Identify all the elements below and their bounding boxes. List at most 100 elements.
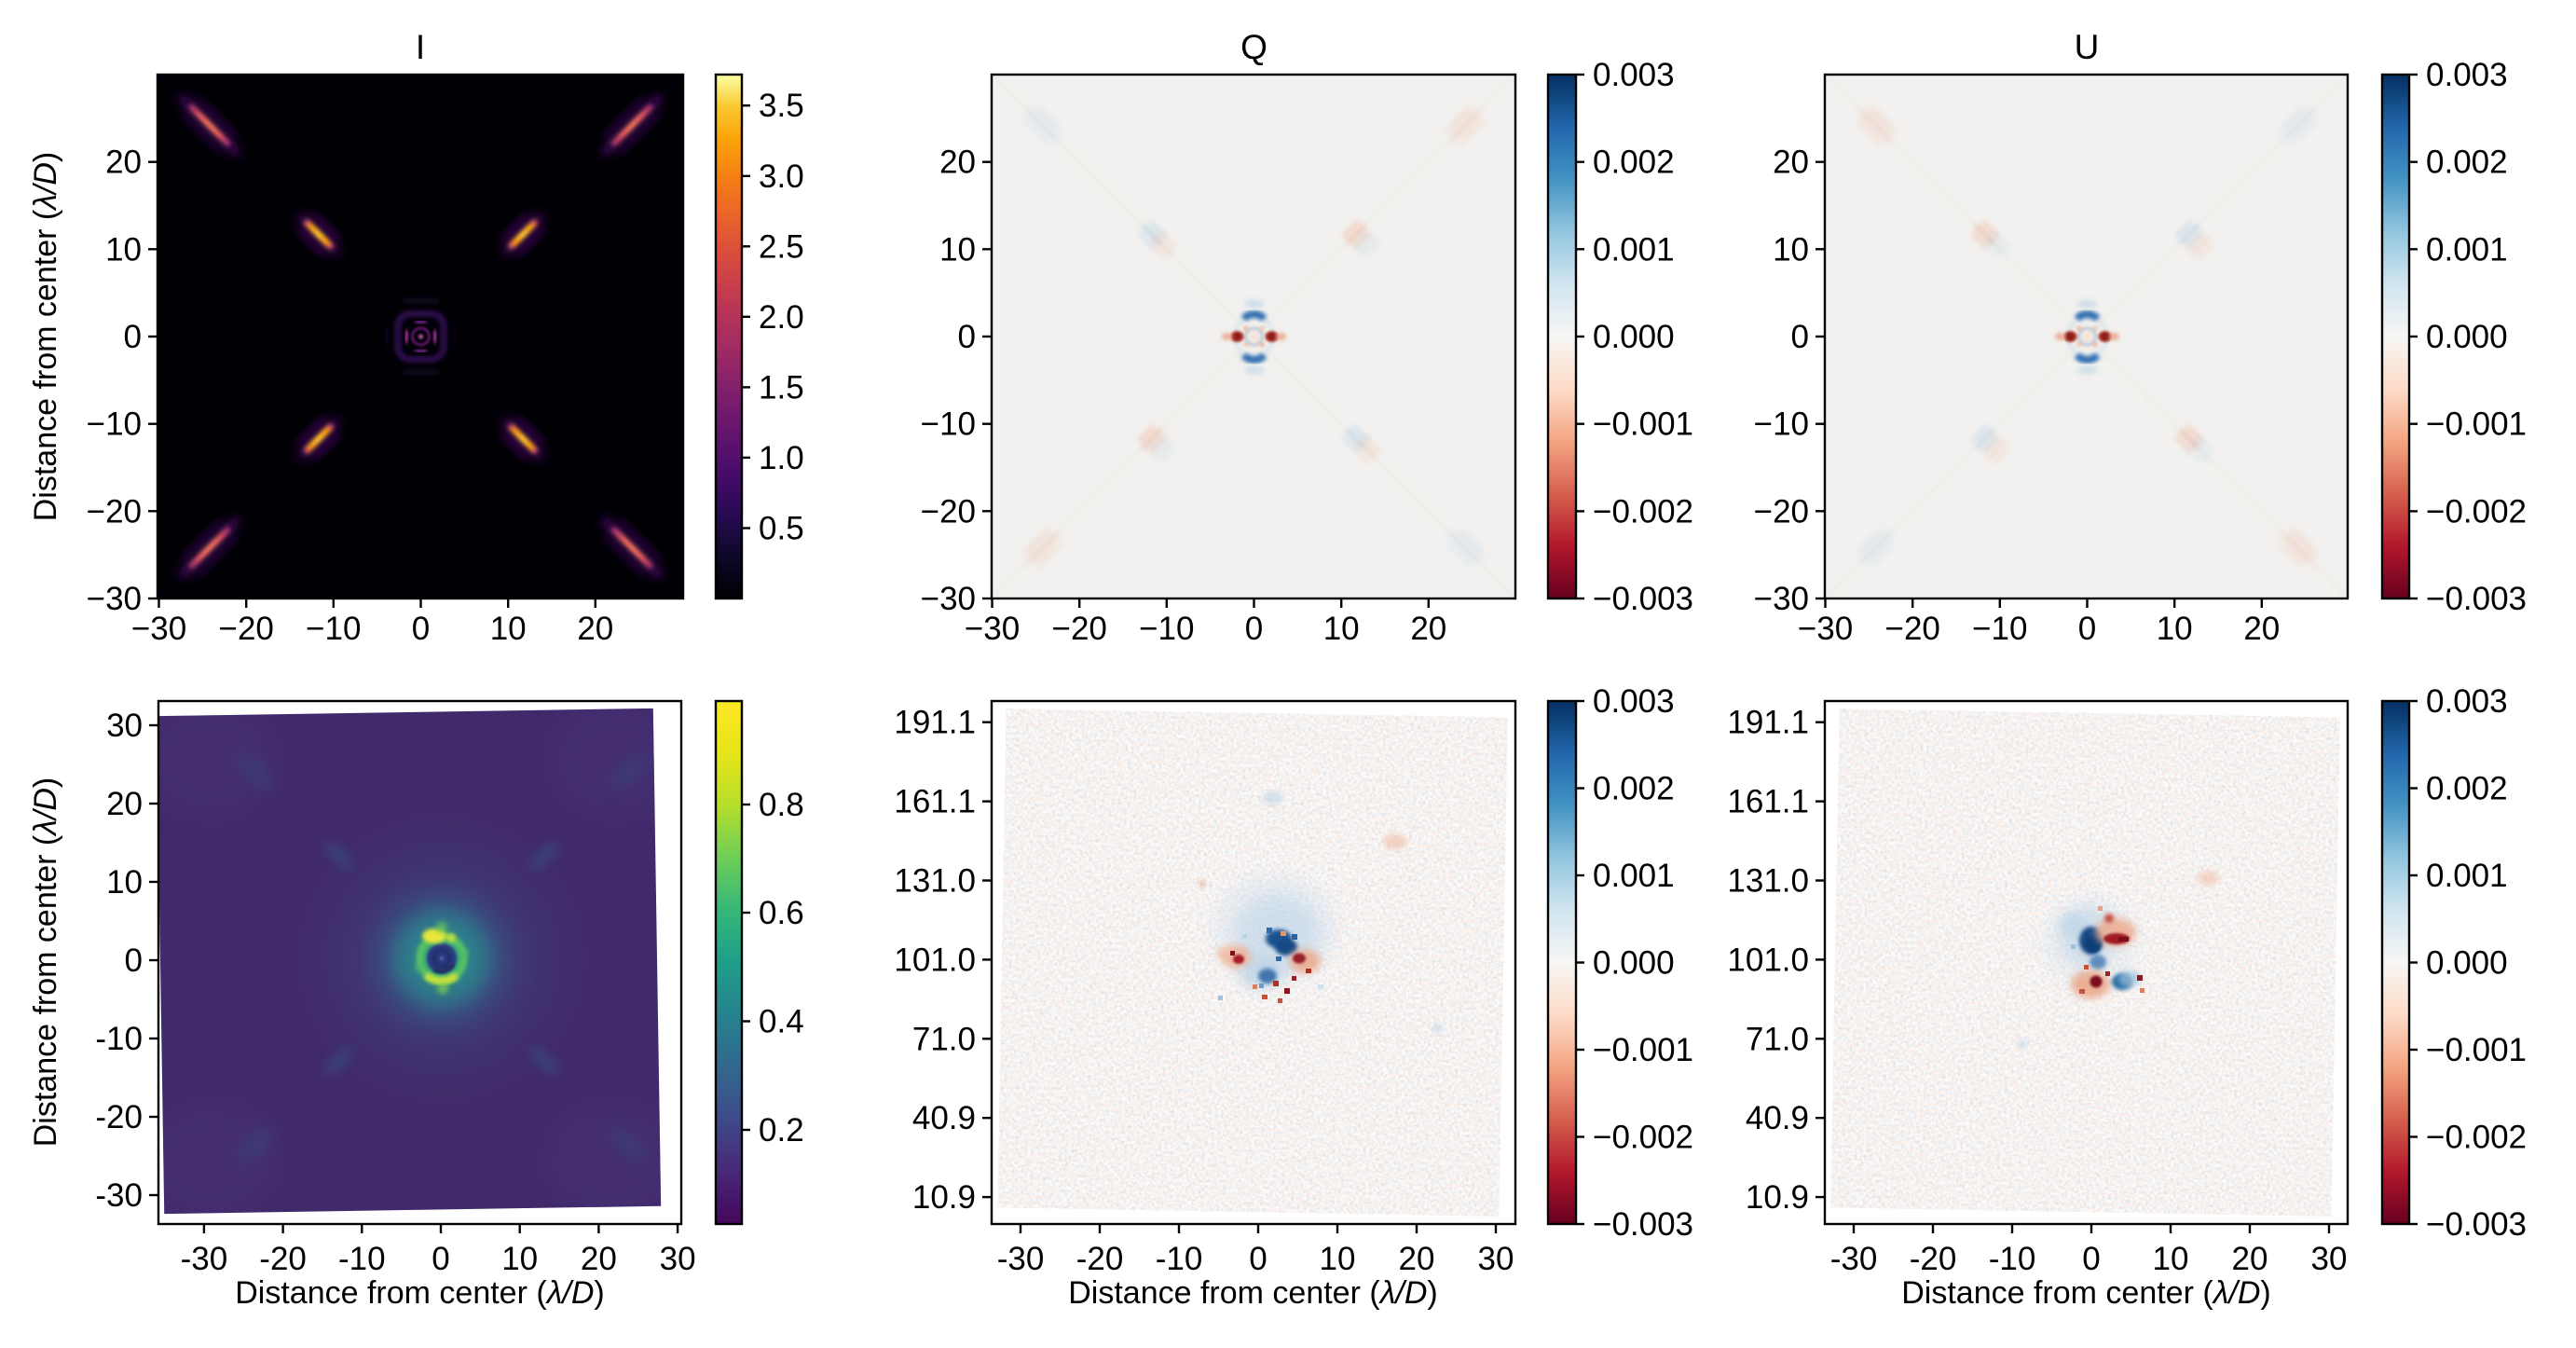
- svg-text:0.003: 0.003: [2426, 683, 2508, 720]
- svg-text:-20: -20: [259, 1241, 307, 1277]
- svg-text:Distance from center (λ/D): Distance from center (λ/D): [28, 152, 63, 522]
- svg-text:U: U: [2075, 28, 2100, 66]
- svg-text:20: 20: [1399, 1241, 1435, 1277]
- svg-text:2.5: 2.5: [759, 228, 804, 265]
- svg-text:40.9: 40.9: [912, 1100, 976, 1136]
- svg-text:101.0: 101.0: [1727, 942, 1809, 978]
- svg-text:−0.003: −0.003: [2426, 1206, 2527, 1243]
- svg-text:Distance from center (λ/D): Distance from center (λ/D): [235, 1275, 605, 1311]
- svg-text:−30: −30: [965, 611, 1020, 647]
- svg-text:-20: -20: [95, 1099, 143, 1135]
- svg-text:0.001: 0.001: [2426, 858, 2508, 894]
- svg-text:131.0: 131.0: [1727, 863, 1809, 900]
- svg-text:191.1: 191.1: [1727, 705, 1809, 741]
- svg-text:0.000: 0.000: [2426, 945, 2508, 982]
- svg-text:101.0: 101.0: [894, 942, 976, 978]
- svg-text:−10: −10: [1754, 406, 1809, 443]
- svg-text:0.2: 0.2: [759, 1112, 804, 1149]
- svg-text:-10: -10: [95, 1021, 143, 1057]
- svg-text:30: 30: [106, 708, 143, 744]
- svg-text:Q: Q: [1240, 28, 1267, 66]
- svg-text:−10: −10: [921, 406, 976, 443]
- svg-text:20: 20: [581, 1241, 617, 1277]
- svg-text:−0.001: −0.001: [2426, 1032, 2527, 1068]
- svg-text:0: 0: [2078, 611, 2096, 647]
- svg-text:20: 20: [577, 611, 613, 647]
- svg-text:0.5: 0.5: [759, 511, 804, 547]
- svg-text:-20: -20: [1076, 1241, 1124, 1277]
- svg-text:30: 30: [2311, 1241, 2348, 1277]
- svg-text:1.0: 1.0: [759, 440, 804, 476]
- svg-text:10.9: 10.9: [912, 1179, 976, 1216]
- svg-text:10: 10: [490, 611, 527, 647]
- svg-text:161.1: 161.1: [1727, 784, 1809, 820]
- svg-text:20: 20: [1410, 611, 1446, 647]
- svg-text:0: 0: [1791, 319, 1809, 355]
- svg-text:I: I: [416, 28, 425, 66]
- svg-text:−20: −20: [1885, 611, 1940, 647]
- svg-text:−30: −30: [131, 611, 186, 647]
- svg-text:−0.003: −0.003: [1593, 581, 1693, 617]
- svg-text:-30: -30: [95, 1177, 143, 1214]
- svg-text:20: 20: [105, 144, 142, 181]
- svg-text:0.003: 0.003: [1593, 683, 1675, 720]
- svg-text:0.003: 0.003: [2426, 57, 2508, 93]
- svg-text:−10: −10: [87, 406, 142, 443]
- svg-text:10.9: 10.9: [1746, 1179, 1809, 1216]
- svg-text:20: 20: [2232, 1241, 2268, 1277]
- svg-text:0.4: 0.4: [759, 1004, 804, 1040]
- svg-text:2.0: 2.0: [759, 299, 804, 336]
- svg-text:-30: -30: [181, 1241, 228, 1277]
- svg-text:40.9: 40.9: [1746, 1100, 1809, 1136]
- svg-text:20: 20: [2243, 611, 2280, 647]
- svg-text:0: 0: [412, 611, 430, 647]
- svg-text:10: 10: [501, 1241, 538, 1277]
- svg-text:−20: −20: [1052, 611, 1107, 647]
- svg-text:−20: −20: [87, 493, 142, 530]
- svg-text:-30: -30: [1830, 1241, 1878, 1277]
- svg-text:10: 10: [1323, 611, 1360, 647]
- svg-text:20: 20: [939, 144, 976, 181]
- svg-text:71.0: 71.0: [912, 1021, 976, 1057]
- svg-text:Distance from center (λ/D): Distance from center (λ/D): [1901, 1275, 2271, 1311]
- svg-text:-10: -10: [1156, 1241, 1203, 1277]
- svg-text:-30: -30: [997, 1241, 1045, 1277]
- svg-text:−0.001: −0.001: [1593, 1032, 1693, 1068]
- svg-text:30: 30: [1478, 1241, 1514, 1277]
- svg-text:0.002: 0.002: [2426, 771, 2508, 807]
- svg-text:0.6: 0.6: [759, 895, 804, 931]
- svg-text:71.0: 71.0: [1746, 1021, 1809, 1057]
- svg-text:0: 0: [2082, 1241, 2100, 1277]
- svg-text:131.0: 131.0: [894, 863, 976, 900]
- svg-text:0: 0: [125, 942, 143, 979]
- svg-text:−30: −30: [1754, 581, 1809, 617]
- svg-text:0: 0: [124, 319, 142, 355]
- svg-text:−0.003: −0.003: [2426, 581, 2527, 617]
- svg-text:−0.001: −0.001: [1593, 406, 1693, 443]
- svg-text:0: 0: [958, 319, 976, 355]
- svg-text:0.002: 0.002: [2426, 144, 2508, 181]
- svg-text:-10: -10: [1989, 1241, 2036, 1277]
- svg-text:10: 10: [105, 231, 142, 268]
- svg-text:0.003: 0.003: [1593, 57, 1675, 93]
- svg-text:0.000: 0.000: [1593, 319, 1675, 355]
- svg-text:-20: -20: [1910, 1241, 1957, 1277]
- svg-text:Distance from center (λ/D): Distance from center (λ/D): [1068, 1275, 1438, 1311]
- svg-text:-10: -10: [338, 1241, 386, 1277]
- svg-text:3.0: 3.0: [759, 158, 804, 195]
- svg-text:−20: −20: [921, 493, 976, 530]
- svg-text:−0.002: −0.002: [2426, 1120, 2527, 1156]
- svg-text:−0.001: −0.001: [2426, 406, 2527, 443]
- svg-text:−10: −10: [306, 611, 361, 647]
- svg-text:−30: −30: [921, 581, 976, 617]
- svg-text:−0.002: −0.002: [1593, 1120, 1693, 1156]
- svg-text:−20: −20: [1754, 493, 1809, 530]
- svg-text:30: 30: [660, 1241, 696, 1277]
- svg-text:191.1: 191.1: [894, 705, 976, 741]
- svg-text:−0.002: −0.002: [2426, 493, 2527, 530]
- svg-text:0.002: 0.002: [1593, 144, 1675, 181]
- svg-text:0.002: 0.002: [1593, 771, 1675, 807]
- svg-text:0.8: 0.8: [759, 787, 804, 823]
- svg-text:1.5: 1.5: [759, 369, 804, 406]
- svg-text:10: 10: [106, 864, 143, 901]
